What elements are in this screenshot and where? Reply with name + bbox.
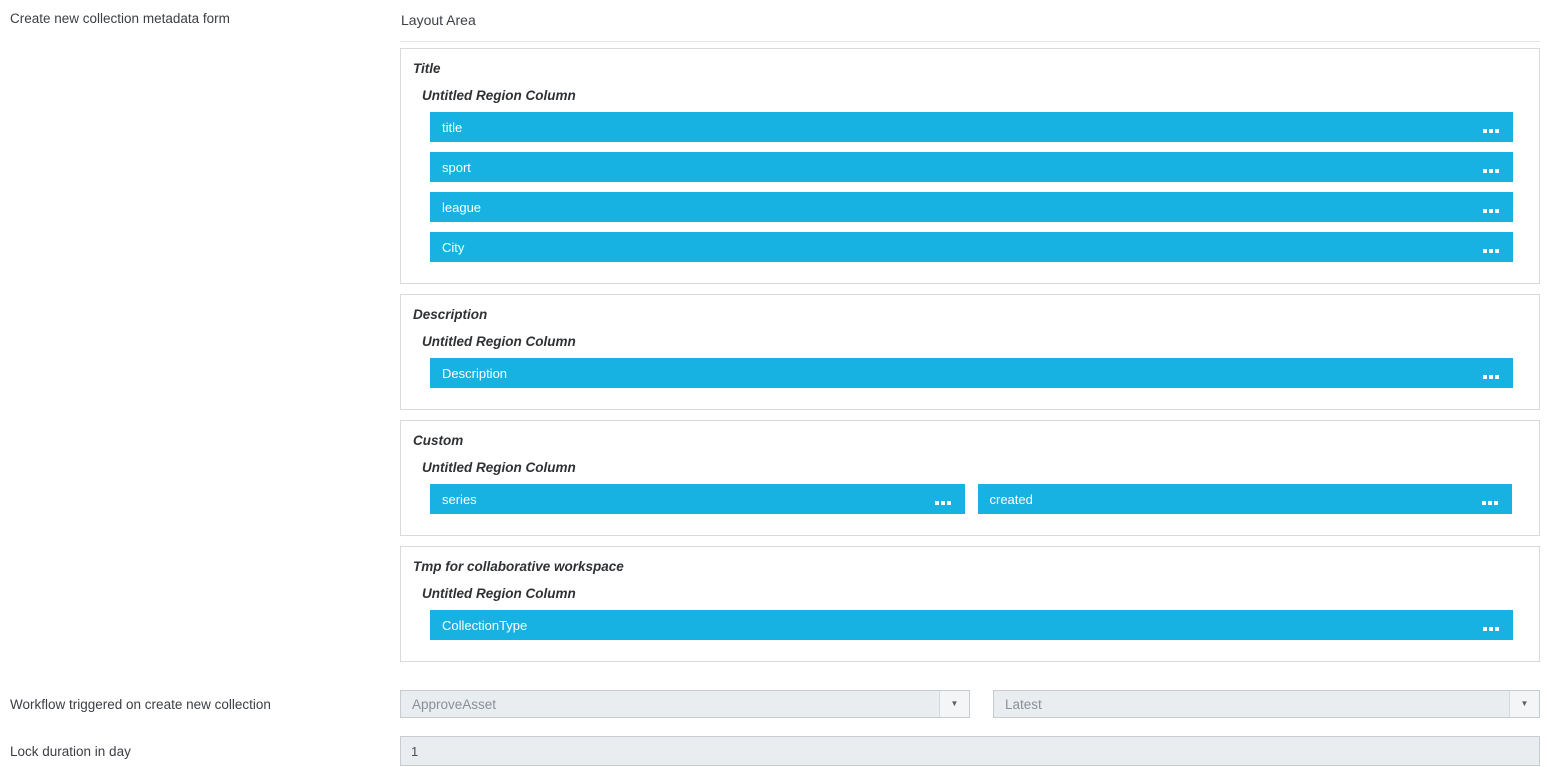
workflow-label: Workflow triggered on create new collect… [10, 696, 271, 712]
field-label: City [442, 239, 465, 255]
layout-section: Custom Untitled Region Column series crea… [400, 420, 1540, 536]
field-bar[interactable]: Description [430, 358, 1513, 388]
layout-sections: Title Untitled Region Column title sport l… [400, 42, 1540, 662]
workflow-select-button[interactable]: ▼ [939, 691, 969, 717]
drag-handle-icon[interactable] [1483, 627, 1499, 631]
region-column-label: Untitled Region Column [422, 586, 576, 601]
field-label: CollectionType [442, 617, 528, 633]
layout-area-title: Layout Area [400, 10, 1540, 42]
drag-handle-icon[interactable] [934, 501, 951, 505]
field-bar[interactable]: created [977, 484, 1512, 514]
lock-duration-control [400, 736, 1540, 766]
field-label: created [989, 491, 1033, 507]
drag-handle-icon[interactable] [1483, 169, 1499, 173]
region-column-label: Untitled Region Column [422, 334, 576, 349]
workflow-controls: ApproveAsset ▼ Latest ▼ [400, 690, 1540, 718]
region-column-label: Untitled Region Column [422, 460, 576, 475]
field-bar[interactable]: league [430, 192, 1513, 222]
field-label: league [442, 199, 482, 215]
workflow-select[interactable]: ApproveAsset ▼ [400, 690, 970, 718]
region-fields: series created [430, 484, 1513, 514]
field-bar[interactable]: sport [430, 152, 1513, 182]
lock-duration-input[interactable] [400, 736, 1540, 766]
workflow-version-select-button[interactable]: ▼ [1509, 691, 1539, 717]
drag-handle-icon[interactable] [1483, 209, 1499, 213]
drag-handle-icon[interactable] [1482, 501, 1498, 505]
region-fields: title sport league City [430, 112, 1513, 262]
workflow-version-select[interactable]: Latest ▼ [993, 690, 1540, 718]
field-bar[interactable]: City [430, 232, 1513, 262]
chevron-down-icon: ▼ [950, 699, 959, 708]
lock-duration-label: Lock duration in day [10, 743, 131, 759]
layout-area-panel: Layout Area Title Untitled Region Column… [400, 10, 1540, 672]
lock-duration-row: Lock duration in day [0, 736, 1547, 766]
layout-section: Description Untitled Region Column Descr… [400, 294, 1540, 410]
section-title: Custom [413, 433, 464, 448]
workflow-select-value: ApproveAsset [412, 696, 497, 712]
field-bar[interactable]: title [430, 112, 1513, 142]
section-title: Tmp for collaborative workspace [413, 559, 624, 574]
field-bar[interactable]: CollectionType [430, 610, 1513, 640]
region-fields: Description [430, 358, 1513, 388]
section-title: Title [413, 61, 441, 76]
field-label: title [442, 119, 463, 135]
field-label: series [442, 491, 477, 507]
layout-section: Tmp for collaborative workspace Untitled… [400, 546, 1540, 662]
metadata-form-label: Create new collection metadata form [10, 11, 230, 26]
field-bar[interactable]: series [430, 484, 965, 514]
region-fields: CollectionType [430, 610, 1513, 640]
workflow-dropdown-row: ApproveAsset ▼ Latest ▼ [400, 690, 1540, 718]
workflow-row: Workflow triggered on create new collect… [0, 690, 1547, 718]
drag-handle-icon[interactable] [1483, 249, 1499, 253]
drag-handle-icon[interactable] [1483, 375, 1499, 379]
section-title: Description [413, 307, 488, 322]
metadata-form-row: Create new collection metadata form Layo… [0, 10, 1547, 672]
drag-handle-icon[interactable] [1483, 129, 1499, 133]
field-label: sport [442, 159, 471, 175]
field-label: Description [442, 365, 508, 381]
layout-section: Title Untitled Region Column title sport l… [400, 48, 1540, 284]
chevron-down-icon: ▼ [1520, 699, 1529, 708]
workflow-version-select-value: Latest [1005, 696, 1042, 712]
region-column-label: Untitled Region Column [422, 88, 576, 103]
